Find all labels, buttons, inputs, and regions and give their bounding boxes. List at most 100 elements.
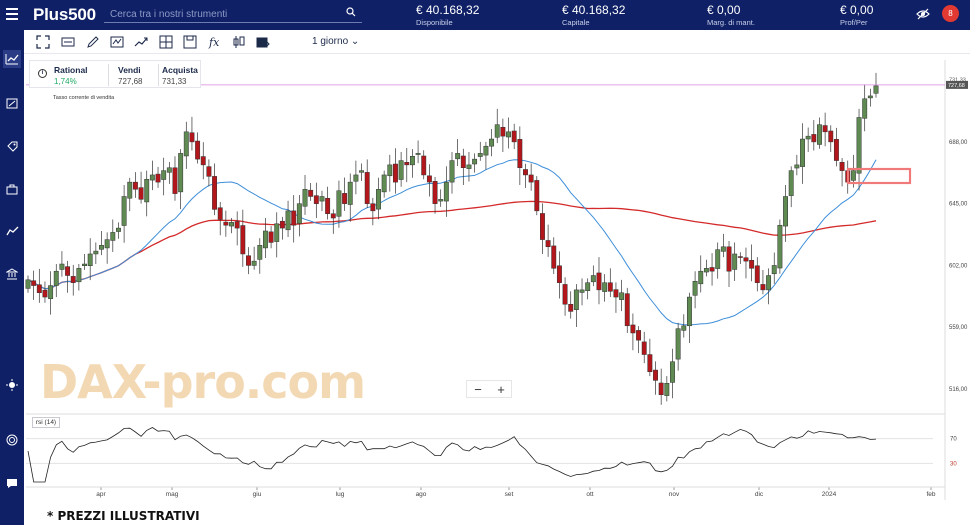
candle-body (624, 293, 630, 327)
candle (53, 264, 59, 298)
x-tick-label: feb (926, 491, 935, 498)
app-logo: Plus500 (33, 5, 96, 24)
compare-icon[interactable] (232, 35, 246, 49)
layout-icon[interactable] (159, 35, 173, 49)
draw-icon[interactable] (86, 35, 100, 49)
candle (268, 226, 274, 249)
candle (579, 278, 585, 306)
candle (523, 163, 528, 188)
candle (681, 314, 687, 338)
candle (409, 149, 415, 178)
candle (720, 233, 726, 258)
buy-value: 731,33 (162, 77, 187, 86)
candle-body (166, 167, 172, 173)
notification-badge[interactable]: 8 (942, 5, 959, 22)
search-box[interactable] (104, 4, 362, 24)
candle (144, 170, 150, 217)
period-selector[interactable]: 1 giorno ⌄ (312, 36, 359, 47)
search-icon[interactable] (346, 7, 356, 17)
candle-body (590, 275, 596, 283)
candle-body (25, 279, 31, 289)
candle (839, 157, 845, 187)
candle-body (313, 195, 319, 204)
candle-body (833, 139, 839, 161)
fullscreen-icon[interactable] (36, 35, 50, 49)
sidebar-trend-icon[interactable] (3, 222, 21, 240)
sidebar-portfolio-icon[interactable] (3, 94, 21, 112)
candle-body (234, 221, 240, 229)
chart-type-icon[interactable] (61, 35, 75, 49)
candle-body (223, 221, 229, 226)
candle-body (404, 162, 410, 166)
candle-body (500, 126, 506, 137)
candle-body (421, 155, 427, 176)
candle-body (613, 289, 619, 298)
candle (36, 268, 42, 303)
save-icon[interactable] (183, 35, 197, 49)
stat-profit-loss: € 0,00 Prof/Per (840, 3, 873, 27)
sidebar-briefcase-icon[interactable] (3, 180, 21, 198)
candle (568, 291, 574, 319)
hide-balance-icon[interactable] (916, 8, 930, 20)
indicators-icon[interactable] (110, 35, 124, 49)
candle (313, 182, 319, 219)
candle (862, 84, 868, 132)
candle (590, 265, 596, 287)
candle (489, 128, 495, 157)
candle (31, 270, 37, 300)
divider (158, 64, 159, 86)
y-tick-label: 516,00 (949, 387, 968, 393)
candle-body (376, 189, 381, 210)
sidebar-chart-icon[interactable] (3, 50, 21, 68)
trend-icon[interactable] (134, 35, 148, 49)
quote-card[interactable]: i Rational 1,74% Vendi 727,68 Acquista 7… (29, 60, 201, 88)
candle (296, 195, 302, 237)
candle-body (172, 167, 178, 194)
sidebar-help-icon[interactable] (3, 431, 21, 449)
sidebar-bank-icon[interactable] (3, 265, 21, 283)
candle-body (274, 223, 280, 242)
candle-body (438, 199, 444, 202)
rsi-label[interactable]: rsi (14) (32, 417, 60, 428)
candle (132, 172, 138, 198)
candle (556, 251, 562, 299)
candle (500, 118, 506, 152)
illustrative-prices-note: * PREZZI ILLUSTRATIVI (47, 509, 200, 523)
buy-price[interactable]: Acquista 731,33 (162, 65, 198, 86)
calendar-icon[interactable] (256, 35, 270, 49)
sidebar-tag-icon[interactable] (3, 137, 21, 155)
candle-body (715, 249, 721, 269)
candle-body (681, 325, 687, 331)
candle-body (319, 196, 325, 202)
instrument-title: Rational (54, 65, 88, 75)
stat-margin: € 0,00 Marg. di mant. (707, 3, 755, 27)
candle (732, 242, 738, 281)
candle-body (59, 263, 65, 270)
sidebar-chat-icon[interactable] (3, 474, 21, 492)
candle-body (138, 187, 144, 200)
candle-body (353, 174, 359, 182)
candle-body (607, 282, 613, 292)
sidebar-theme-icon[interactable] (3, 376, 21, 394)
candle (398, 151, 404, 187)
candle-body (127, 181, 133, 199)
info-icon[interactable]: i (38, 69, 47, 78)
function-icon[interactable]: fx (208, 35, 222, 49)
candle (585, 278, 591, 300)
candle-body (556, 265, 562, 283)
zoom-out-button[interactable]: − (474, 382, 482, 397)
candle-body (641, 341, 647, 355)
search-input[interactable] (104, 5, 334, 24)
zoom-controls: − + (466, 380, 512, 398)
candle-body (760, 284, 766, 291)
candle (602, 274, 608, 302)
candle (636, 326, 642, 354)
candle (613, 282, 619, 313)
candle (698, 255, 704, 293)
zoom-in-button[interactable]: + (497, 382, 505, 397)
candle (279, 216, 285, 240)
sell-price[interactable]: Vendi 727,68 (118, 65, 142, 86)
candle-body (70, 276, 76, 283)
menu-icon[interactable] (6, 8, 18, 20)
